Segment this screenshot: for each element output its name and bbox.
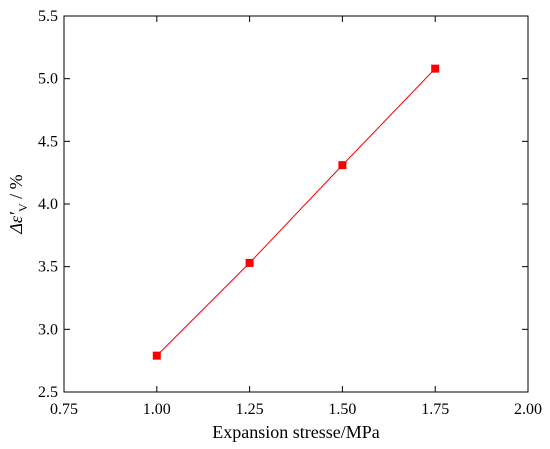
y-axis-title-sub: V (16, 203, 30, 212)
y-axis-title-unit: / % (6, 174, 26, 203)
plot-frame (63, 15, 529, 393)
x-axis-title: Expansion stresse/MPa (212, 422, 379, 442)
y-tick-label: 4.5 (38, 133, 58, 150)
y-tick-label: 3.5 (38, 259, 58, 276)
y-axis-title: Δε′V / % (6, 174, 30, 234)
x-tick-label: 1.00 (143, 401, 171, 418)
series-group (152, 64, 440, 360)
y-tick-label: 2.5 (38, 384, 58, 401)
x-tick-label: 1.25 (236, 401, 264, 418)
x-tick-label: 0.75 (50, 401, 78, 418)
data-point-marker (338, 161, 347, 170)
y-tick-label: 5.0 (38, 71, 58, 88)
series-line (156, 68, 436, 357)
data-point-marker (152, 351, 161, 360)
y-tick-label: 4.0 (38, 196, 58, 213)
y-tick-label: 3.0 (38, 321, 58, 338)
data-point-marker (431, 64, 440, 73)
x-tick-label: 1.75 (421, 401, 449, 418)
y-axis-title-main: Δε′ (6, 211, 26, 235)
data-point-marker (245, 258, 254, 267)
x-tick-label: 2.00 (514, 401, 542, 418)
y-tick-label: 5.5 (38, 8, 58, 25)
ticks-group: 0.75 1.00 1.25 1.50 1.75 2.00 2.5 3.0 3.5 4.0 4.5 5… (38, 8, 542, 418)
x-tick-label: 1.50 (328, 401, 356, 418)
